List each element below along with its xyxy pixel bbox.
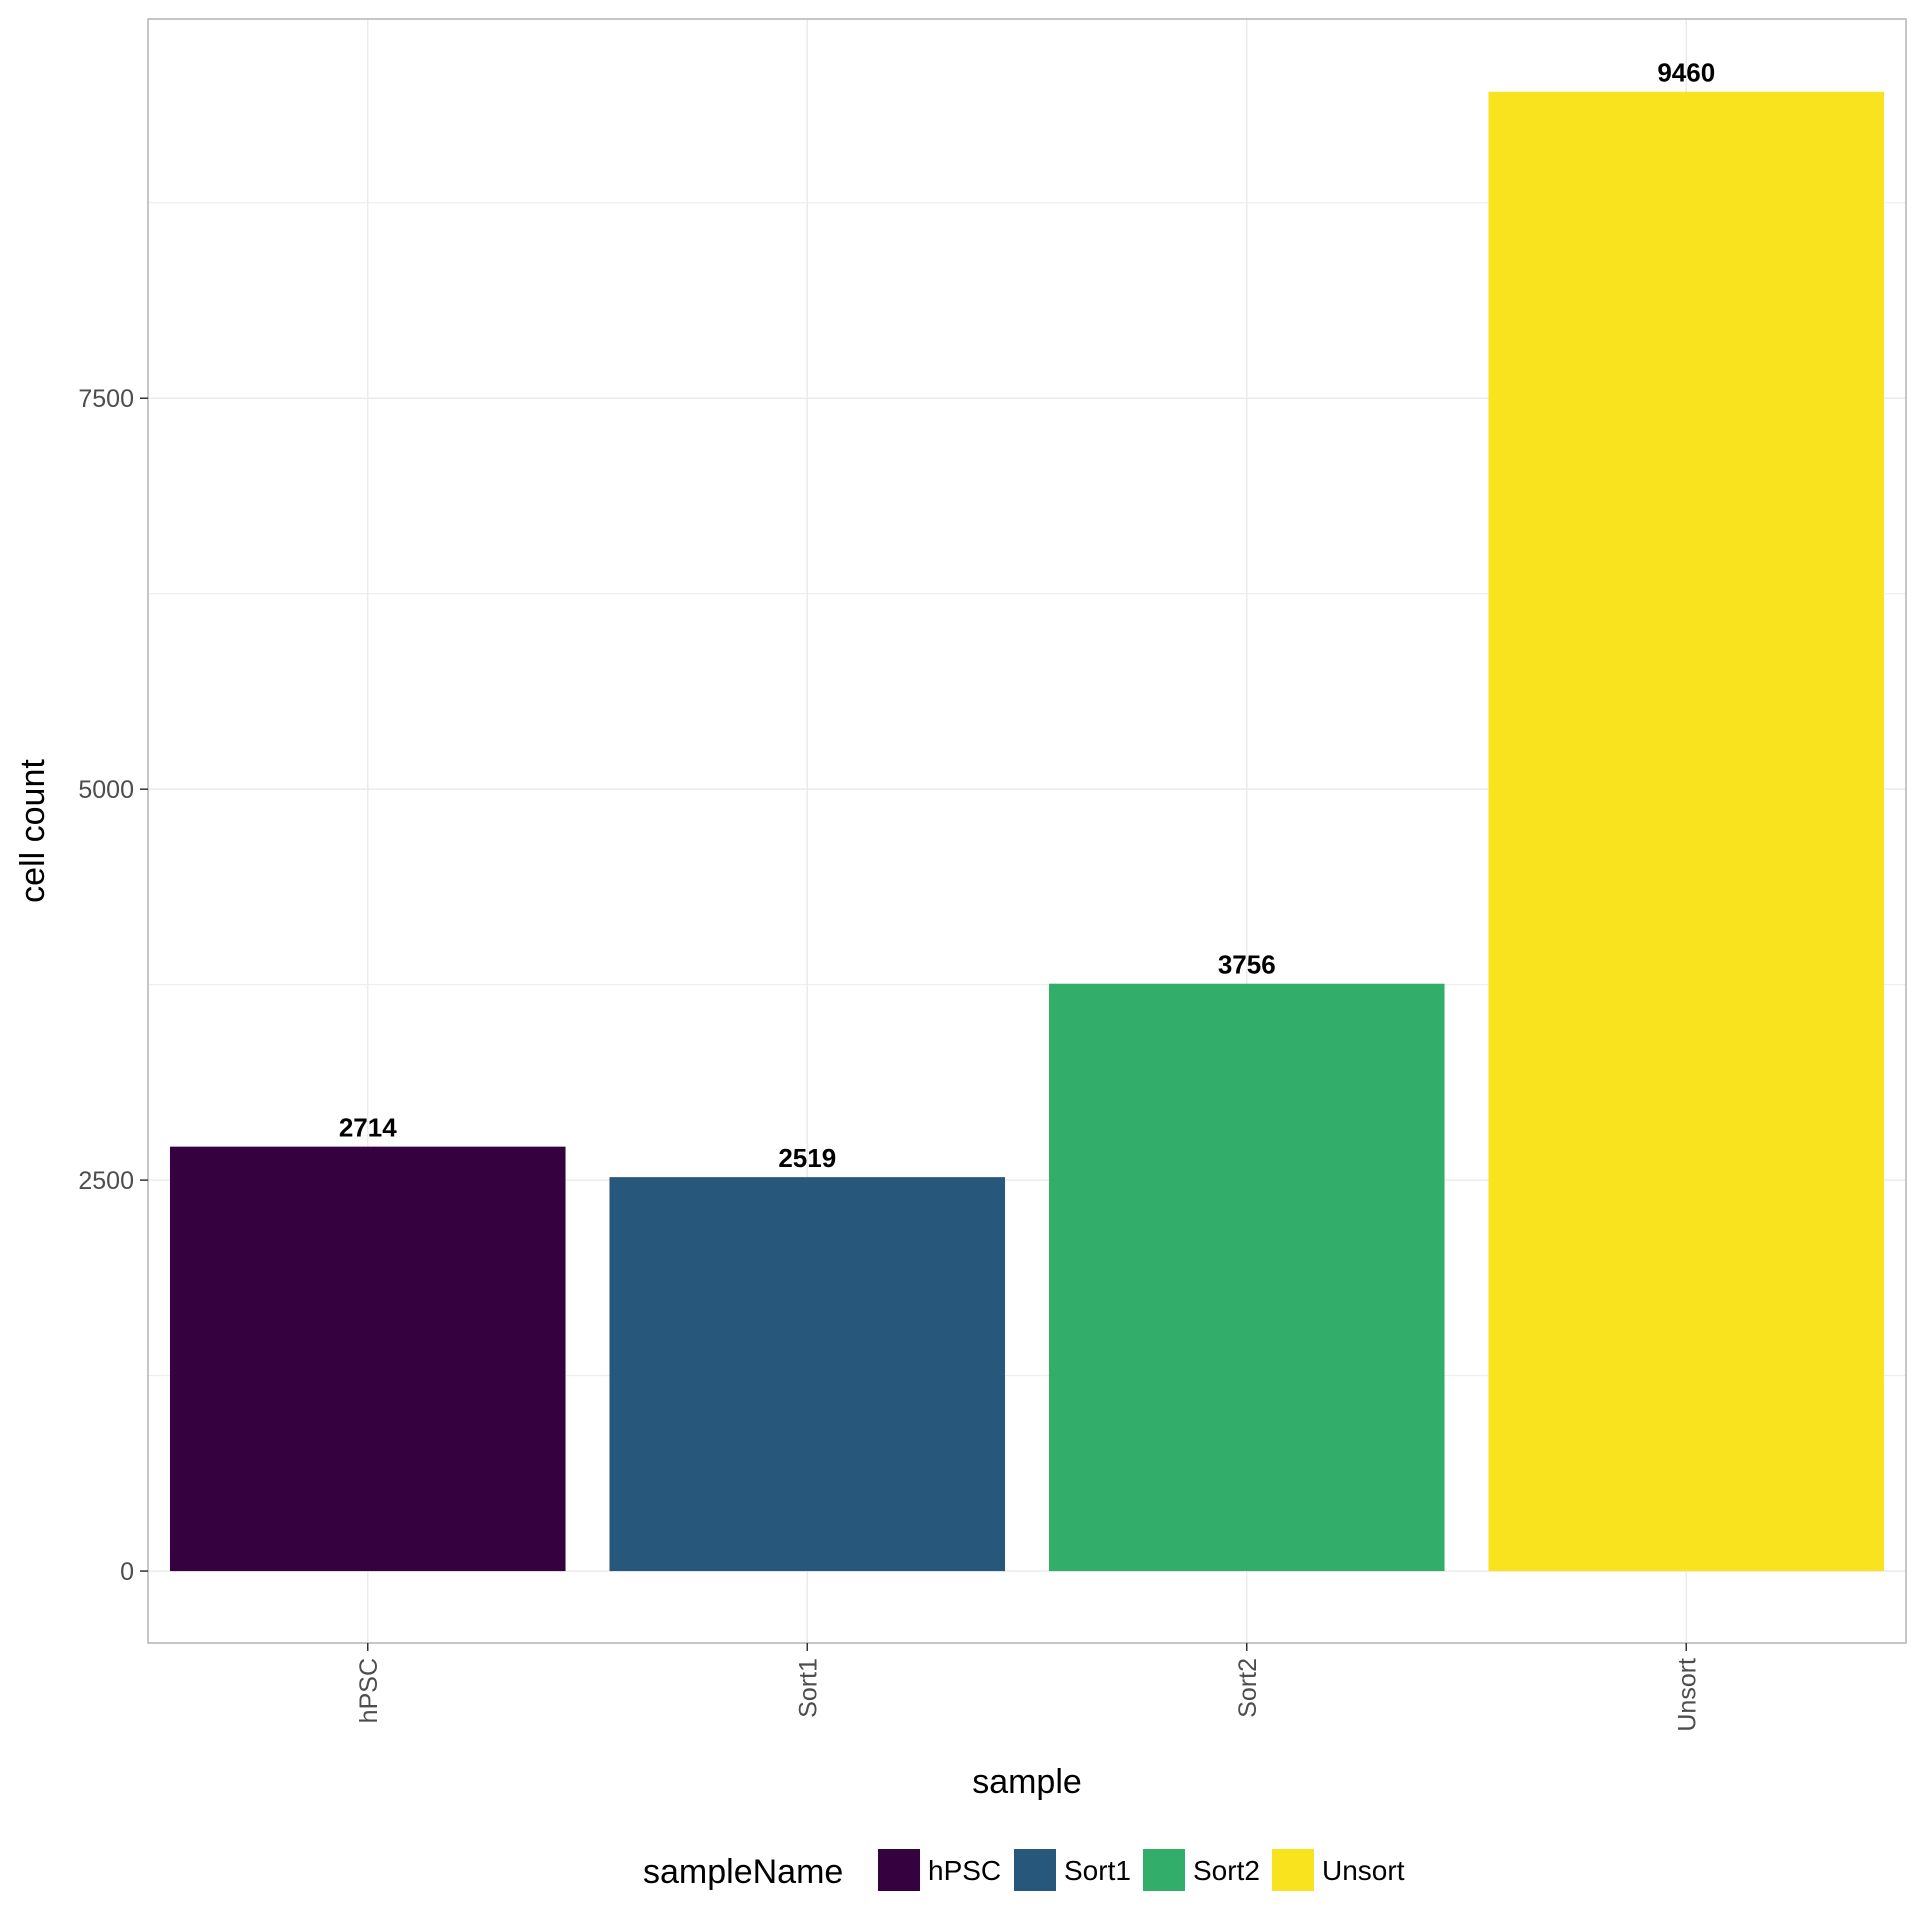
label-layer: 2714 2519 3756 9460 [339, 58, 1715, 1173]
bar-value-label: 9460 [1657, 58, 1715, 88]
bar-sort1 [609, 1177, 1006, 1572]
bar-hpsc [169, 1146, 566, 1572]
legend-key-unsort [1272, 1849, 1314, 1891]
y-axis: 0 2500 5000 7500 [78, 385, 148, 1586]
bar-unsort [1488, 91, 1885, 1572]
y-tick-label: 0 [120, 1558, 134, 1586]
bar-sort2 [1048, 983, 1445, 1572]
bar-layer [169, 91, 1885, 1572]
x-axis: hPSC Sort1 Sort2 Unsort [355, 1643, 1701, 1732]
legend-label: Sort2 [1193, 1855, 1260, 1886]
legend-key-sort2 [1143, 1849, 1185, 1891]
legend-label: Unsort [1322, 1855, 1405, 1886]
y-axis-title: cell count [14, 759, 52, 903]
x-tick-label: Unsort [1673, 1658, 1701, 1732]
panel-border [147, 18, 1907, 1644]
legend-key-hpsc [878, 1849, 920, 1891]
y-tick-label: 7500 [78, 385, 134, 413]
legend: sampleName hPSC Sort1 Sort2 Unsort [643, 1849, 1405, 1891]
bar-value-label: 2714 [339, 1113, 397, 1143]
x-tick-label: hPSC [355, 1658, 383, 1723]
x-tick-label: Sort2 [1234, 1658, 1262, 1718]
y-tick-label: 5000 [78, 776, 134, 804]
bar-value-label: 3756 [1218, 950, 1276, 980]
y-tick-label: 2500 [78, 1167, 134, 1195]
x-axis-title: sample [972, 1763, 1082, 1801]
legend-key-sort1 [1014, 1849, 1056, 1891]
legend-label: hPSC [928, 1855, 1001, 1886]
bar-value-label: 2519 [778, 1143, 836, 1173]
legend-title: sampleName [643, 1853, 843, 1891]
legend-label: Sort1 [1064, 1855, 1131, 1886]
x-tick-label: Sort1 [794, 1658, 822, 1718]
